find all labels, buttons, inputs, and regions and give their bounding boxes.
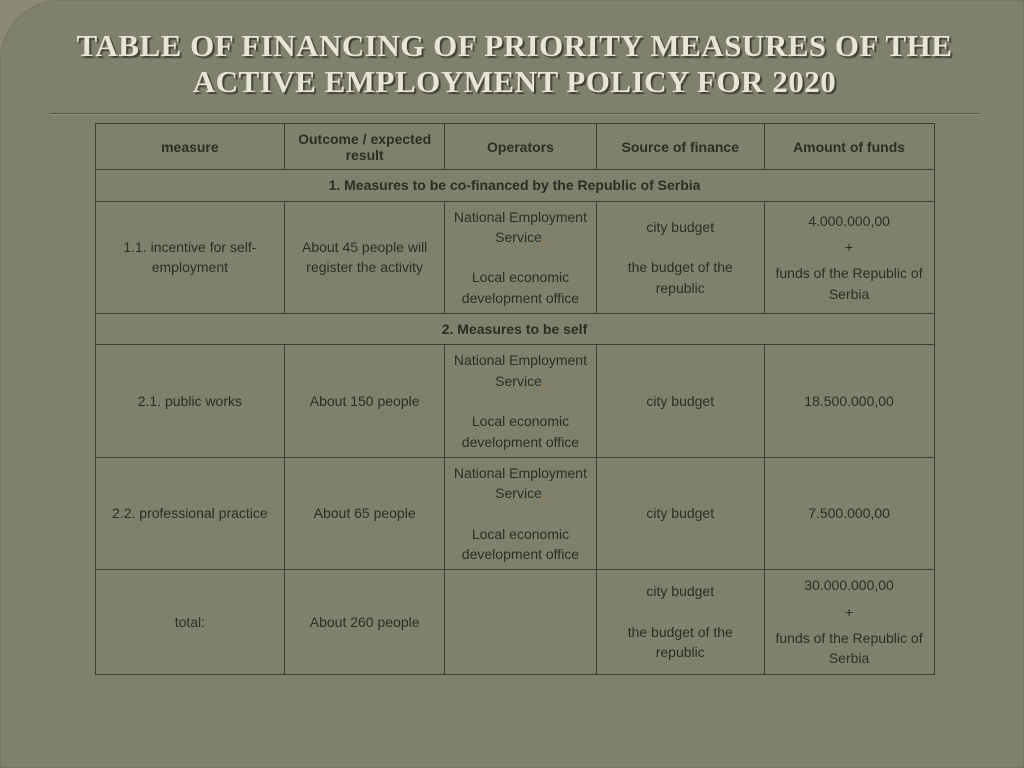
table-header-row: measure Outcome / expected result Operat… — [95, 124, 934, 170]
slide: TABLE OF FINANCING OF PRIORITY MEASURES … — [0, 0, 1024, 768]
financing-table: measure Outcome / expected result Operat… — [95, 123, 935, 674]
r2-ops-a: National Employment Service — [454, 352, 587, 388]
row-1-1: 1.1. incentive for self-employment About… — [95, 201, 934, 313]
r3-measure: 2.2. professional practice — [95, 457, 285, 569]
r1-ops-a: National Employment Service — [454, 209, 587, 245]
r4-source: city budget the budget of the republic — [596, 570, 764, 674]
section-2-label: 2. Measures to be self — [95, 314, 934, 345]
section-1-label: 1. Measures to be co-financed by the Rep… — [95, 170, 934, 201]
r1-amount: 4.000.000,00 + funds of the Republic of … — [764, 201, 934, 313]
r4-amount: 30.000.000,00 + funds of the Republic of… — [764, 570, 934, 674]
r1-src-b: the budget of the republic — [628, 259, 733, 295]
section-2-row: 2. Measures to be self — [95, 314, 934, 345]
r1-amt-b: funds of the Republic of Serbia — [773, 263, 926, 304]
r4-src-a: city budget — [646, 583, 714, 599]
r4-operators — [445, 570, 597, 674]
r3-result: About 65 people — [285, 457, 445, 569]
r2-result: About 150 people — [285, 345, 445, 457]
comma-icon: , — [542, 229, 546, 245]
r1-result: About 45 people will register the activi… — [285, 201, 445, 313]
col-header-operators: Operators — [445, 124, 597, 170]
r4-src-b: the budget of the republic — [628, 624, 733, 660]
row-total: total: About 260 people city budget the … — [95, 570, 934, 674]
r1-operators: National Employment Service, Local econo… — [445, 201, 597, 313]
r1-amt-a: 4.000.000,00 — [808, 213, 890, 229]
r1-measure: 1.1. incentive for self-employment — [95, 201, 285, 313]
r1-src-a: city budget — [646, 219, 714, 235]
r3-operators: National Employment Service, Local econo… — [445, 457, 597, 569]
r2-source: city budget — [596, 345, 764, 457]
col-header-source: Source of finance — [596, 124, 764, 170]
section-1-row: 1. Measures to be co-financed by the Rep… — [95, 170, 934, 201]
title-divider — [50, 113, 979, 115]
r2-ops-b: Local economic development office — [462, 413, 579, 449]
col-header-result: Outcome / expected result — [285, 124, 445, 170]
r3-amount: 7.500.000,00 — [764, 457, 934, 569]
r1-source: city budget the budget of the republic — [596, 201, 764, 313]
row-2-1: 2.1. public works About 150 people Natio… — [95, 345, 934, 457]
col-header-measure: measure — [95, 124, 285, 170]
r3-ops-a: National Employment Service — [454, 465, 587, 501]
row-2-2: 2.2. professional practice About 65 peop… — [95, 457, 934, 569]
r3-source: city budget — [596, 457, 764, 569]
r2-amount: 18.500.000,00 — [764, 345, 934, 457]
r4-amt-b: funds of the Republic of Serbia — [773, 628, 926, 669]
r2-measure: 2.1. public works — [95, 345, 285, 457]
r4-amt-a: 30.000.000,00 — [804, 577, 894, 593]
r2-operators: National Employment Service, Local econo… — [445, 345, 597, 457]
plus-icon: + — [773, 602, 926, 622]
col-header-amount: Amount of funds — [764, 124, 934, 170]
plus-icon: + — [773, 237, 926, 257]
r3-ops-b: Local economic development office — [462, 526, 579, 562]
r4-measure: total: — [95, 570, 285, 674]
comma-icon: , — [542, 373, 546, 389]
r1-ops-b: Local economic development office — [462, 269, 579, 305]
comma-icon: , — [542, 485, 546, 501]
slide-title: TABLE OF FINANCING OF PRIORITY MEASURES … — [50, 28, 979, 99]
r4-result: About 260 people — [285, 570, 445, 674]
